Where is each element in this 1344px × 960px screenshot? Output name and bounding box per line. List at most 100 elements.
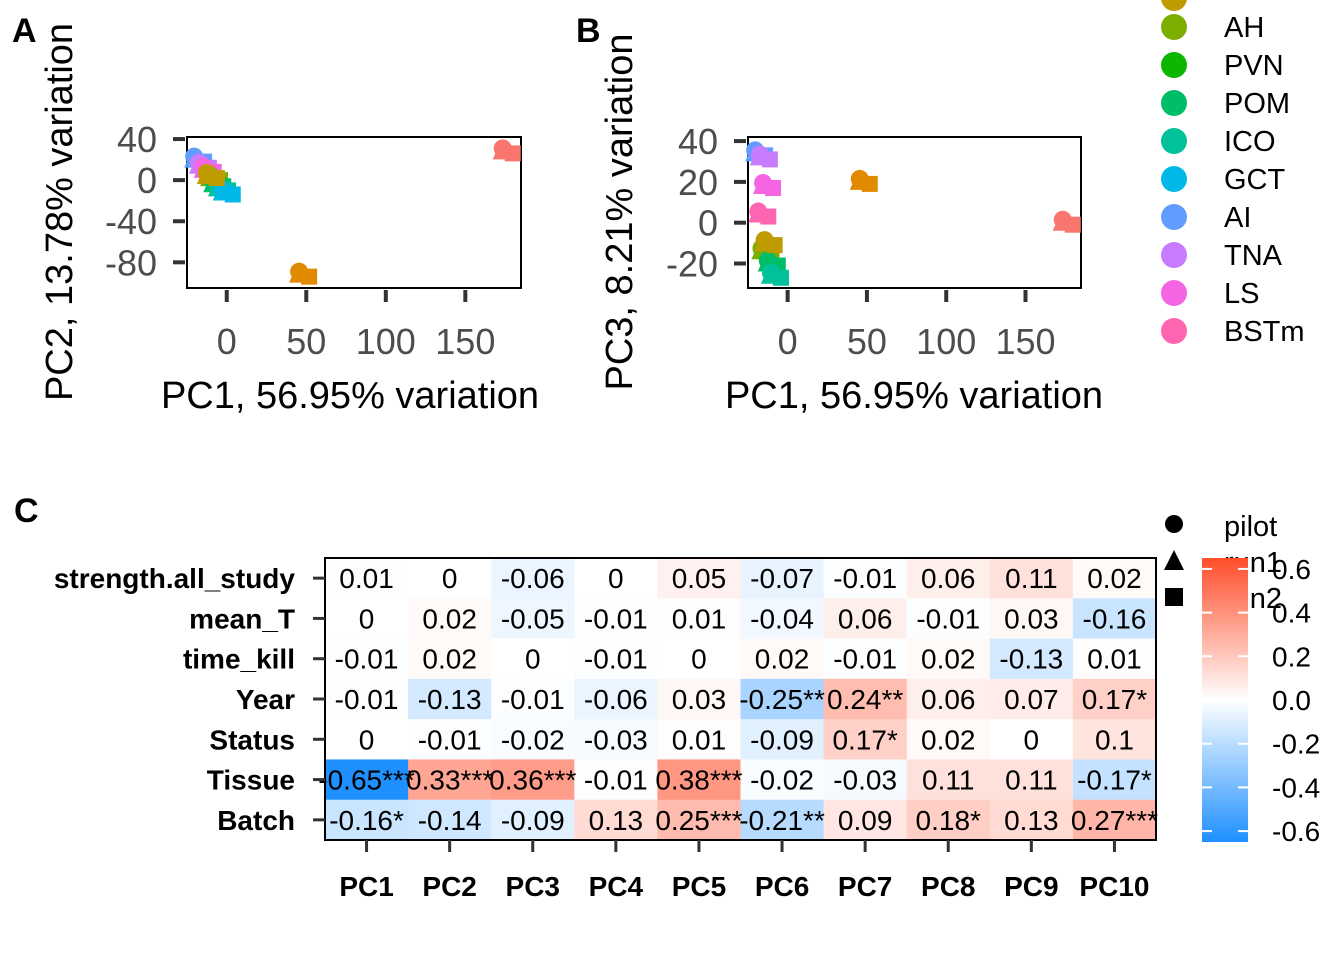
heatmap-cell [657,719,741,760]
heatmap-cell-label: -0.17* [1077,765,1152,796]
heatmap-cell-label: 0 [525,644,541,675]
heatmap-cell-label: 0.06 [921,563,976,594]
square-icon [1165,588,1183,606]
heatmap-row-label: mean_T [189,603,295,634]
panel-label-b: B [576,12,601,50]
heatmap-cell [491,598,575,640]
legend-key-partial [1161,0,1187,11]
colorbar-tick-label: 0.2 [1272,641,1311,672]
heatmap-cell [1072,558,1157,599]
heatmap-cell-label: 0.36*** [489,765,576,796]
plot-a-x-tick-label: 50 [286,321,326,362]
heatmap-cell [740,678,825,720]
legend-item-gct: GCT [1161,164,1286,196]
panel-label-c: C [14,492,39,530]
plot-a-frame [186,136,522,289]
heatmap-cell [574,558,658,599]
plot-a-point-cluster [196,164,225,187]
legend-label: BSTm [1224,316,1305,348]
plot-b-y-tick-label: -20 [666,244,718,285]
heatmap-cell-label: 0.38*** [655,765,742,796]
heatmap-cell [491,558,575,599]
heatmap-cell-label: 0 [359,603,375,634]
heatmap-cell [325,598,409,640]
heatmap-row-label: time_kill [183,644,295,675]
legend-item-ah: AH [1161,12,1264,44]
plot-b-point-cluster [748,202,777,225]
heatmap-axes: strength.all_study mean_T time_kill Year Sta… [54,563,1150,902]
heatmap-cell-label: 0.11 [1005,765,1057,796]
heatmap-cell [1072,759,1157,801]
colorbar-ticks: 0.6 0.4 0.2 0.0 -0.2 -0.4 -0.6 [1202,554,1320,847]
heatmap-cell [408,719,492,760]
heatmap-cell-label: 0.01 [672,724,727,755]
heatmap-row-label: strength.all_study [54,563,296,594]
heatmap-col-label: PC5 [672,871,726,902]
heatmap-cell-label: 0.24** [827,684,903,715]
colorbar-tick-label: 0.4 [1272,598,1311,629]
heatmap-cell [989,598,1074,640]
heatmap-cell [408,558,492,599]
heatmap-cell-label: -0.01 [501,684,565,715]
heatmap-cell [823,678,908,720]
heatmap-cell [906,799,991,841]
heatmap-cell-label: 0.03 [1004,603,1059,634]
heatmap-col-label: PC7 [838,871,892,902]
plot-b-x-title: PC1, 56.95% variation [725,375,1103,417]
heatmap-cell [1072,719,1157,760]
heatmap-cell [657,759,741,801]
legend-item-ai: AI [1161,202,1251,234]
plot-b-frame [747,136,1082,289]
heatmap-row-label: Status [209,724,295,755]
heatmap-cell-label: -0.13 [418,684,482,715]
heatmap-cell-label: -0.16* [329,805,404,836]
legend-item-ls: LS [1161,278,1259,310]
heatmap-cell-label: -0.09 [750,724,814,755]
heatmap-cell-label: -0.01 [335,644,399,675]
heatmap-cell [740,558,825,599]
heatmap-cell-label: 0 [1024,724,1040,755]
heatmap-cell-label: -0.13 [999,644,1063,675]
heatmap-cell-label: -0.01 [584,644,648,675]
heatmap-cell [906,598,991,640]
heatmap-col-label: PC10 [1079,871,1149,902]
heatmap-cell-label: 0.11 [922,765,974,796]
plot-b-x-tick-label: 50 [847,321,887,362]
colorbar-tick-label: -0.6 [1272,816,1320,847]
heatmap-cell [740,719,825,760]
heatmap-cell-label: 0.18* [916,805,981,836]
legend-key [1161,242,1187,268]
triangle-icon [1164,550,1184,570]
heatmap-cell [491,719,575,760]
plot-a-point-cluster [492,139,521,162]
heatmap-cell [408,799,492,841]
heatmap-cell [989,638,1074,680]
plot-a-y-tick-label: 40 [117,119,157,160]
heatmap-col-label: PC6 [755,871,809,902]
heatmap-cell [823,638,908,680]
plot-a-marks [184,139,521,285]
plot-b-point-cluster [754,231,783,254]
heatmap-cell-label: -0.01 [418,724,482,755]
heatmap-cell [574,678,658,720]
heatmap-cell-label: 0.02 [422,603,477,634]
colorbar-tick-label: 0.0 [1272,685,1311,716]
heatmap-cell [325,638,409,680]
heatmap-cell-label: 0.02 [422,644,477,675]
legend-label: TNA [1224,240,1283,272]
heatmap-cell-label: -0.06 [501,563,565,594]
heatmap-cell-label: -0.16 [1083,603,1147,634]
plot-b-y-tick-label: 40 [678,121,718,162]
heatmap-cell-label: -0.01 [916,603,980,634]
heatmap-cell [574,719,658,760]
plot-b-point-cluster [760,263,789,286]
heatmap-cell-label: 0.06 [921,684,976,715]
legend-item-pvn: PVN [1161,50,1284,82]
heatmap-cell [989,719,1074,760]
colorbar: 0.6 0.4 0.2 0.0 -0.2 -0.4 -0.6 [1202,554,1320,847]
heatmap-cell-label: 0.13 [589,805,644,836]
heatmap-cell-label: -0.14 [418,805,482,836]
heatmap-cell-label: -0.01 [833,563,897,594]
heatmap-cell-label: 0.02 [755,644,810,675]
